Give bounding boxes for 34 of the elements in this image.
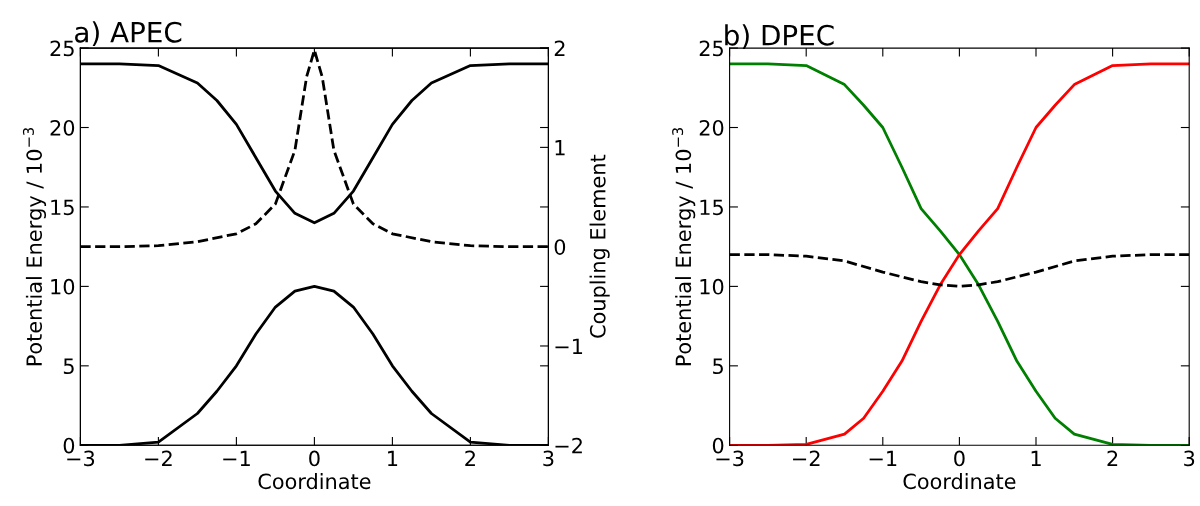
- y-tick-label: 10: [51, 278, 75, 295]
- x-tick-label: 1: [388, 450, 398, 466]
- y2-tick-label: −1: [555, 338, 583, 354]
- x-tick-label: 0: [954, 450, 965, 467]
- y-axis-title: Potential Energy / 10$^{−3}$: [22, 127, 47, 366]
- x-tick-label: −2: [793, 450, 820, 466]
- y2-tick-label: 2: [554, 40, 565, 56]
- x-tick-label: −1: [869, 450, 897, 466]
- y-tick-label: 25: [699, 40, 723, 57]
- y2-tick-label: 1: [555, 140, 565, 156]
- x-tick-label: 3: [543, 450, 554, 467]
- x-axis-title: Coordinate: [903, 473, 1016, 490]
- chart-title: b) DPEC: [725, 24, 834, 49]
- y2-tick-label: 0: [554, 239, 566, 255]
- x-tick-label: 1: [1031, 450, 1041, 466]
- y-tick-label: 5: [63, 358, 74, 375]
- y-tick-label: 20: [699, 119, 724, 136]
- y-tick-label: 15: [51, 199, 74, 216]
- y2-axis-title: Coupling Element: [589, 154, 610, 338]
- y2-tick-label: −2: [555, 437, 582, 454]
- x-tick-label: 0: [309, 450, 320, 467]
- x-tick-label: 3: [1184, 450, 1195, 467]
- y-tick-label: 5: [713, 358, 723, 375]
- y-tick-label: 10: [700, 278, 724, 295]
- x-tick-label: 2: [465, 450, 475, 466]
- x-tick-label: 2: [1107, 450, 1118, 466]
- x-tick-label: −1: [223, 450, 250, 466]
- y-tick-label: 15: [700, 199, 723, 216]
- x-axis-title: Coordinate: [258, 473, 371, 490]
- y-axis-title: Potential Energy / 10$^{−3}$: [672, 127, 696, 366]
- y-tick-label: 20: [50, 119, 75, 136]
- y-tick-label: 25: [50, 40, 74, 57]
- chart-title: a) APEC: [75, 21, 182, 46]
- x-tick-label: −2: [145, 450, 172, 466]
